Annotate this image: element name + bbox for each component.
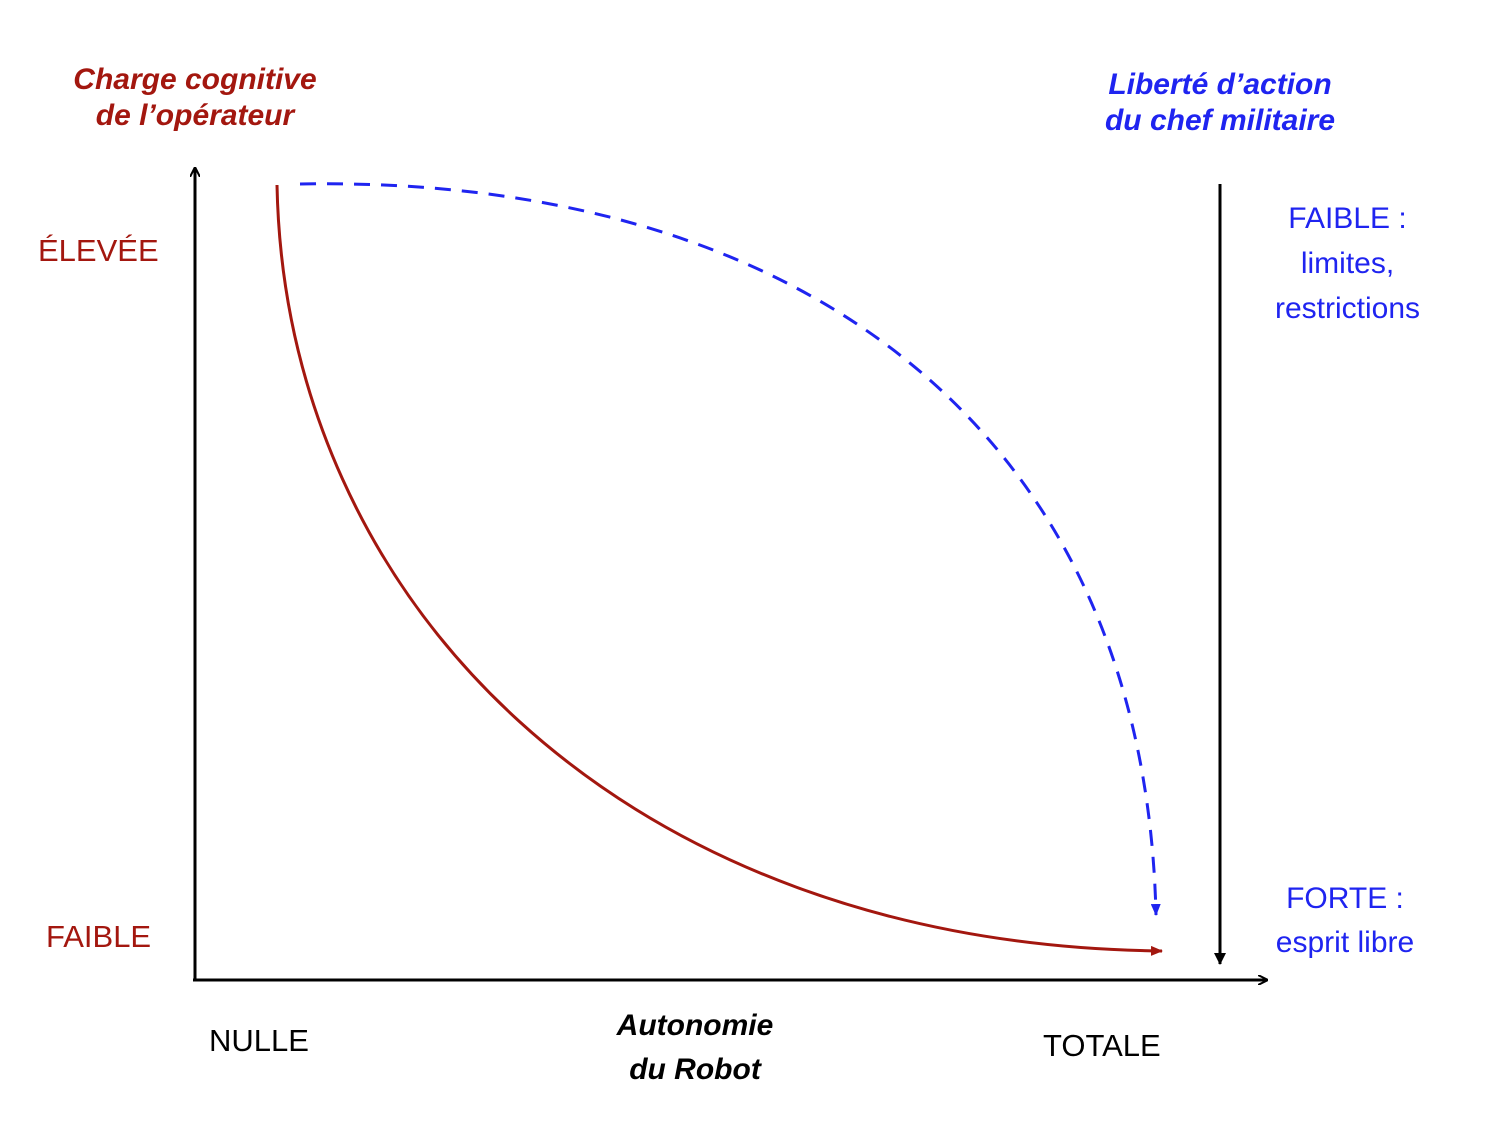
left-axis-low-label: FAIBLE [46,919,152,954]
x-axis-title: Autonomie du Robot [560,1004,830,1092]
x-axis-title-line2: du Robot [629,1053,761,1086]
right-axis-bottom-label-line2: esprit libre [1275,926,1415,959]
right-axis-title-line2: du chef militaire [1104,104,1336,137]
x-axis-min-label: NULLE [209,1023,309,1058]
left-axis-high-label: ÉLEVÉE [38,233,159,268]
freedom-of-action-curve [299,182,1161,916]
cognitive-load-curve [275,184,1163,956]
right-axis-top-label-line3: restrictions [1274,292,1421,325]
x-axis-max-label: TOTALE [1043,1028,1161,1063]
right-axis-top-label-line1: FAIBLE : [1288,202,1407,235]
right-axis-bottom-label: FORTE : esprit libre [1245,877,1445,965]
left-axis-title: Charge cognitive de l’opérateur [50,62,340,134]
left-axis-title-line2: de l’opérateur [95,99,295,132]
right-axis-title-line1: Liberté d’action [1108,68,1332,101]
left-axis-title-line1: Charge cognitive [73,63,317,96]
right-axis-top-label: FAIBLE : limites, restrictions [1245,196,1450,331]
right-axis-bottom-label-line1: FORTE : [1286,882,1404,915]
right-axis-top-label-line2: limites, [1300,247,1395,280]
x-axis-title-line1: Autonomie [616,1009,774,1042]
right-axis-title: Liberté d’action du chef militaire [1075,67,1365,139]
